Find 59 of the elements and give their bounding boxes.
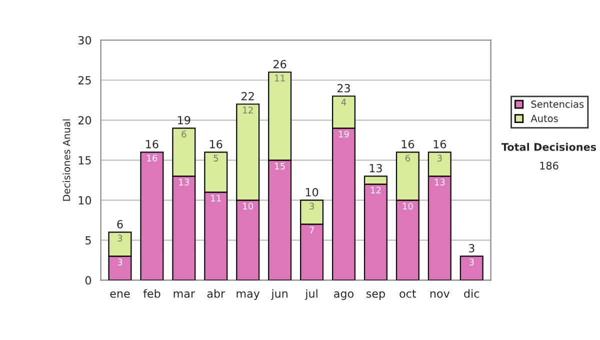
data-label: 11	[275, 74, 285, 82]
x-tick-label: nov	[430, 291, 450, 298]
total-label: 6	[117, 220, 123, 228]
total-label: 23	[337, 84, 350, 92]
y-tick-label: 15	[78, 156, 91, 165]
legend-label: Autos	[530, 114, 558, 122]
total-label: 16	[402, 140, 414, 148]
total-label: 26	[274, 60, 286, 68]
x-tick-label: feb	[143, 289, 160, 298]
total-label: 22	[242, 92, 254, 100]
x-tick-label: dic	[464, 289, 480, 298]
y-axis-title: Decisiones Anual	[62, 119, 70, 201]
y-tick-label: 30	[78, 36, 92, 44]
y-tick-label: 0	[85, 276, 92, 285]
total-label: 16	[146, 140, 158, 148]
total-label: 16	[210, 140, 222, 148]
x-tick-label: oct	[400, 290, 416, 298]
data-label: 3	[469, 258, 474, 266]
y-tick-label: 25	[78, 76, 91, 85]
x-tick-label: mar	[174, 291, 196, 298]
x-tick-label: abr	[207, 289, 226, 298]
data-label: 11	[211, 194, 221, 202]
x-tick-label: may	[236, 291, 260, 300]
x-tick-label: ene	[110, 291, 130, 298]
y-tick-label: 5	[86, 236, 91, 245]
y-tick-label: 10	[78, 196, 92, 205]
data-label: 4	[341, 98, 346, 106]
bar	[140, 152, 164, 280]
data-label: 3	[118, 234, 122, 242]
text: Total Decisiones	[501, 142, 596, 151]
data-label: 5	[214, 154, 218, 162]
data-label: 15	[275, 162, 285, 170]
data-label: 10	[243, 202, 253, 210]
data-label: 10	[402, 202, 413, 210]
total-label: 3	[468, 244, 474, 252]
data-label: 16	[147, 154, 158, 162]
data-label: 13	[434, 178, 445, 186]
x-tick-label: sep	[366, 291, 385, 300]
legend-label: Sentencias	[531, 100, 584, 108]
data-label: 6	[405, 154, 410, 162]
data-label: 13	[179, 178, 189, 186]
total-label: 10	[306, 188, 318, 196]
data-label: 6	[182, 130, 186, 138]
data-label: 7	[310, 226, 314, 234]
x-tick-label: ago	[334, 291, 354, 300]
data-label: 3	[118, 258, 122, 266]
data-label: 19	[339, 130, 349, 138]
data-label: 3	[310, 202, 314, 210]
text: 186	[540, 162, 558, 170]
y-tick-label: 20	[78, 116, 92, 125]
total-label: 19	[178, 116, 190, 124]
x-tick-label: jul	[304, 289, 318, 300]
total-label: 13	[370, 164, 382, 172]
bar	[460, 256, 484, 280]
data-label: 3	[437, 154, 442, 162]
total-label: 16	[434, 140, 446, 148]
data-label: 12	[243, 106, 253, 114]
x-tick-label: jun	[271, 289, 288, 300]
data-label: 12	[370, 186, 381, 194]
